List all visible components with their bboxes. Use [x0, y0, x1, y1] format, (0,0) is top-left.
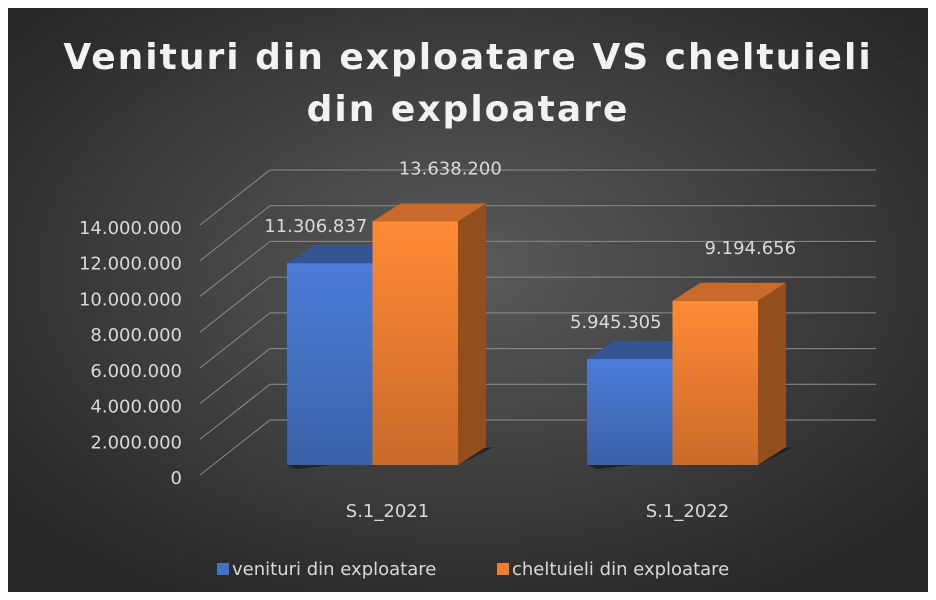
- bar-front: [372, 221, 458, 465]
- bar-top: [587, 340, 701, 359]
- data-label: 11.306.837: [264, 216, 367, 237]
- bar-front: [672, 300, 758, 465]
- grid-line: [199, 312, 271, 369]
- y-tick-label: 2.000.000: [90, 432, 182, 453]
- bar-top: [672, 282, 786, 301]
- grid-line: [199, 383, 271, 440]
- legend-swatch: [497, 563, 509, 575]
- data-label: 5.945.305: [570, 312, 662, 333]
- grid-line: [199, 169, 271, 226]
- bar-front: [587, 358, 673, 465]
- x-tick-label: S.1_2021: [346, 501, 429, 522]
- y-tick-label: 8.000.000: [90, 325, 182, 346]
- bar-side: [458, 203, 486, 466]
- data-label: 13.638.200: [399, 158, 502, 179]
- bar-top: [372, 203, 486, 222]
- grid-line: [199, 419, 271, 476]
- bar-front: [287, 263, 373, 465]
- x-tick-label: S.1_2022: [646, 501, 729, 522]
- y-tick-label: 12.000.000: [79, 254, 182, 275]
- data-label: 9.194.656: [704, 238, 796, 259]
- y-tick-label: 14.000.000: [79, 218, 182, 239]
- grid-line: [199, 348, 271, 404]
- grid-line: [199, 205, 271, 262]
- y-tick-label: 10.000.000: [79, 289, 182, 310]
- y-tick-label: 6.000.000: [90, 361, 182, 382]
- grid-line: [199, 276, 271, 333]
- y-tick-label: 4.000.000: [90, 397, 182, 418]
- y-tick-label: 0: [171, 468, 182, 489]
- legend-label: cheltuieli din exploatare: [512, 559, 729, 580]
- legend-label: venituri din exploatare: [232, 559, 436, 580]
- chart-title: Venituri din exploatare VS cheltuieli di…: [63, 37, 873, 130]
- grid-line: [199, 241, 271, 297]
- bar-side: [758, 282, 786, 465]
- bar-top: [287, 245, 401, 264]
- legend-swatch: [217, 563, 229, 575]
